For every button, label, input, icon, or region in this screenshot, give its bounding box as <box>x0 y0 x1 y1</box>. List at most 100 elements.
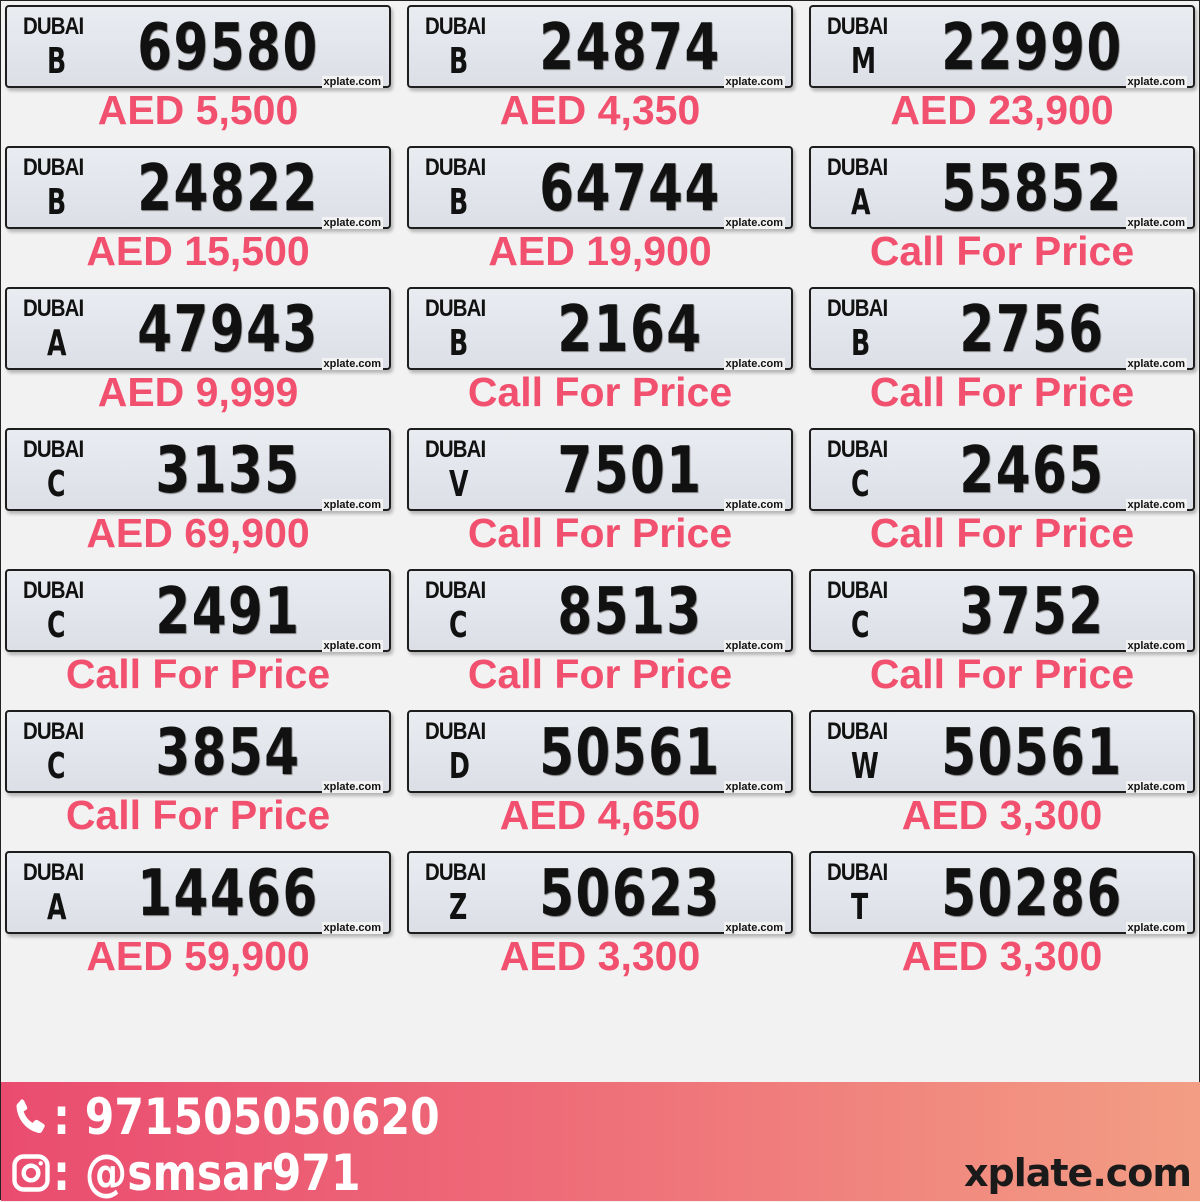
plate-listing[interactable]: DUBAI A 55852 xplate.com Call For Price <box>809 146 1195 287</box>
license-plate[interactable]: DUBAI C 2491 xplate.com <box>5 569 391 652</box>
license-plate[interactable]: DUBAI Z 50623 xplate.com <box>407 851 793 934</box>
plate-code: B <box>47 182 67 223</box>
plate-listing[interactable]: DUBAI A 47943 xplate.com AED 9,999 <box>5 287 391 428</box>
instagram-handle: : @smsar971 <box>53 1144 361 1202</box>
plate-code: C <box>47 464 66 505</box>
plate-price: Call For Price <box>869 369 1135 415</box>
plate-listing[interactable]: DUBAI C 2465 xplate.com Call For Price <box>809 428 1195 569</box>
plate-watermark: xplate.com <box>321 76 383 88</box>
plate-price: Call For Price <box>467 510 733 556</box>
license-plate[interactable]: DUBAI D 50561 xplate.com <box>407 710 793 793</box>
license-plate[interactable]: DUBAI C 8513 xplate.com <box>407 569 793 652</box>
emirate-label: DUBAI <box>23 577 84 604</box>
emirate-label: DUBAI <box>827 718 888 745</box>
instagram-line[interactable]: : @smsar971 <box>9 1144 415 1202</box>
plate-watermark: xplate.com <box>723 640 785 652</box>
plate-watermark: xplate.com <box>321 922 383 934</box>
plate-number: 7501 <box>557 434 703 508</box>
plate-number: 2465 <box>959 434 1105 508</box>
plate-price: AED 9,999 <box>97 369 299 415</box>
plate-watermark: xplate.com <box>1125 217 1187 229</box>
plate-price: AED 23,900 <box>890 87 1114 133</box>
license-plate[interactable]: DUBAI A 55852 xplate.com <box>809 146 1195 229</box>
phone-line[interactable]: : 971505050620 <box>9 1088 508 1146</box>
plate-number: 2164 <box>557 293 703 367</box>
plate-code: A <box>47 323 67 364</box>
license-plate[interactable]: DUBAI T 50286 xplate.com <box>809 851 1195 934</box>
emirate-label: DUBAI <box>827 859 888 886</box>
plate-listing[interactable]: DUBAI A 14466 xplate.com AED 59,900 <box>5 851 391 992</box>
plate-number: 2491 <box>155 575 301 649</box>
license-plate[interactable]: DUBAI B 64744 xplate.com <box>407 146 793 229</box>
phone-number: : 971505050620 <box>53 1088 440 1146</box>
plate-price: AED 15,500 <box>86 228 310 274</box>
license-plate[interactable]: DUBAI B 24874 xplate.com <box>407 5 793 88</box>
plate-price: Call For Price <box>869 510 1135 556</box>
plate-watermark: xplate.com <box>1125 781 1187 793</box>
plate-number: 50286 <box>941 857 1123 931</box>
plate-code: C <box>47 605 66 646</box>
plate-watermark: xplate.com <box>723 76 785 88</box>
plate-listing[interactable]: DUBAI C 2491 xplate.com Call For Price <box>5 569 391 710</box>
license-plate[interactable]: DUBAI C 3854 xplate.com <box>5 710 391 793</box>
license-plate[interactable]: DUBAI A 47943 xplate.com <box>5 287 391 370</box>
license-plate[interactable]: DUBAI V 7501 xplate.com <box>407 428 793 511</box>
emirate-label: DUBAI <box>425 295 486 322</box>
license-plate[interactable]: DUBAI B 24822 xplate.com <box>5 146 391 229</box>
contact-footer: : 971505050620 : @smsar971 xplate.com <box>1 1082 1200 1202</box>
plate-watermark: xplate.com <box>723 499 785 511</box>
plate-listing[interactable]: DUBAI C 3135 xplate.com AED 69,900 <box>5 428 391 569</box>
plate-code: B <box>449 41 469 82</box>
plate-listing[interactable]: DUBAI B 2164 xplate.com Call For Price <box>407 287 793 428</box>
plate-listing[interactable]: DUBAI C 3752 xplate.com Call For Price <box>809 569 1195 710</box>
plate-listing[interactable]: DUBAI C 3854 xplate.com Call For Price <box>5 710 391 851</box>
brand-logo-text: xplate.com <box>964 1151 1192 1195</box>
license-plate[interactable]: DUBAI M 22990 xplate.com <box>809 5 1195 88</box>
plate-code: B <box>851 323 871 364</box>
plate-code: A <box>851 182 871 223</box>
license-plate[interactable]: DUBAI B 2756 xplate.com <box>809 287 1195 370</box>
plate-price: AED 19,900 <box>488 228 712 274</box>
license-plate[interactable]: DUBAI W 50561 xplate.com <box>809 710 1195 793</box>
plate-price: AED 3,300 <box>901 933 1103 979</box>
plate-listing[interactable]: DUBAI W 50561 xplate.com AED 3,300 <box>809 710 1195 851</box>
emirate-label: DUBAI <box>23 13 84 40</box>
emirate-label: DUBAI <box>425 577 486 604</box>
plate-watermark: xplate.com <box>723 781 785 793</box>
plate-listing[interactable]: DUBAI B 24822 xplate.com AED 15,500 <box>5 146 391 287</box>
plate-price: Call For Price <box>467 369 733 415</box>
emirate-label: DUBAI <box>425 436 486 463</box>
plate-number: 3135 <box>155 434 301 508</box>
plate-listing[interactable]: DUBAI B 2756 xplate.com Call For Price <box>809 287 1195 428</box>
license-plate[interactable]: DUBAI B 69580 xplate.com <box>5 5 391 88</box>
plate-listing[interactable]: DUBAI B 69580 xplate.com AED 5,500 <box>5 5 391 146</box>
emirate-label: DUBAI <box>23 154 84 181</box>
plate-listing[interactable]: DUBAI B 64744 xplate.com AED 19,900 <box>407 146 793 287</box>
plate-watermark: xplate.com <box>321 781 383 793</box>
plate-price: Call For Price <box>869 651 1135 697</box>
plate-listing[interactable]: DUBAI B 24874 xplate.com AED 4,350 <box>407 5 793 146</box>
plate-listing[interactable]: DUBAI D 50561 xplate.com AED 4,650 <box>407 710 793 851</box>
plate-code: C <box>851 605 870 646</box>
plate-watermark: xplate.com <box>1125 499 1187 511</box>
plate-number: 8513 <box>557 575 703 649</box>
plate-code: C <box>47 746 66 787</box>
plate-listing[interactable]: DUBAI T 50286 xplate.com AED 3,300 <box>809 851 1195 992</box>
plate-price: Call For Price <box>869 228 1135 274</box>
plate-price: Call For Price <box>65 792 331 838</box>
plate-code: B <box>47 41 67 82</box>
license-plate[interactable]: DUBAI A 14466 xplate.com <box>5 851 391 934</box>
license-plate[interactable]: DUBAI C 3135 xplate.com <box>5 428 391 511</box>
plate-listing[interactable]: DUBAI C 8513 xplate.com Call For Price <box>407 569 793 710</box>
plate-listing[interactable]: DUBAI M 22990 xplate.com AED 23,900 <box>809 5 1195 146</box>
license-plate[interactable]: DUBAI C 2465 xplate.com <box>809 428 1195 511</box>
license-plate[interactable]: DUBAI B 2164 xplate.com <box>407 287 793 370</box>
plate-number: 50623 <box>539 857 721 931</box>
plate-price: AED 3,300 <box>901 792 1103 838</box>
plate-code: W <box>851 746 879 787</box>
license-plate[interactable]: DUBAI C 3752 xplate.com <box>809 569 1195 652</box>
plate-number: 64744 <box>539 152 721 226</box>
plate-number: 22990 <box>941 11 1123 85</box>
plate-listing[interactable]: DUBAI V 7501 xplate.com Call For Price <box>407 428 793 569</box>
plate-listing[interactable]: DUBAI Z 50623 xplate.com AED 3,300 <box>407 851 793 992</box>
